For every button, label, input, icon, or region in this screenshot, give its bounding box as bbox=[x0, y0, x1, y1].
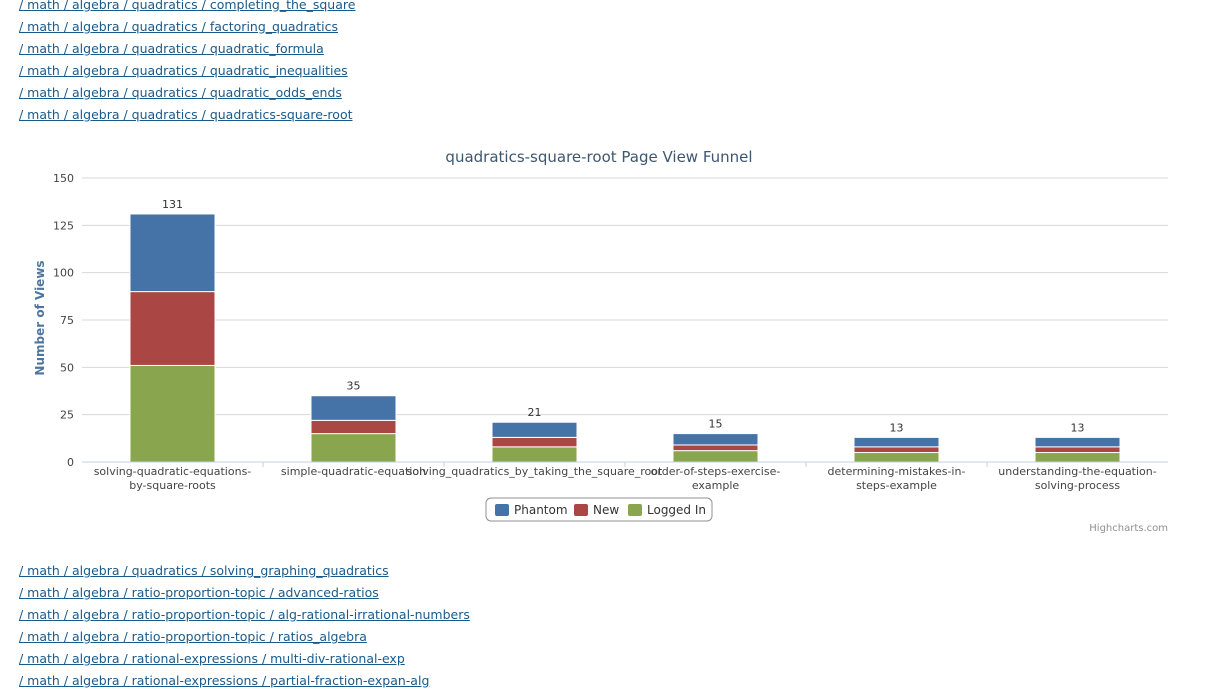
x-tick-label: solving-process bbox=[1035, 479, 1121, 492]
y-tick-label: 25 bbox=[60, 409, 74, 422]
data-label: 13 bbox=[890, 421, 904, 434]
x-tick-label: solving-quadratic-equations- bbox=[94, 465, 252, 478]
y-tick-label: 125 bbox=[53, 219, 74, 232]
y-tick-label: 50 bbox=[60, 361, 74, 374]
topic-link[interactable]: / math / algebra / quadratics / factorin… bbox=[19, 19, 339, 34]
list-item: / math / algebra / quadratics / quadrati… bbox=[19, 60, 355, 82]
bar-segment-new[interactable] bbox=[310, 419, 397, 435]
bar-segment-new[interactable] bbox=[672, 444, 759, 452]
topic-link[interactable]: / math / algebra / ratio-proportion-topi… bbox=[19, 585, 379, 600]
bar-stacks: 131 35 21 15 13 13 bbox=[129, 198, 1121, 463]
data-label: 15 bbox=[709, 418, 723, 431]
list-item: / math / algebra / quadratics / factorin… bbox=[19, 16, 355, 38]
y-axis-ticks: 0 25 50 75 100 125 150 bbox=[53, 172, 74, 469]
chart-credit[interactable]: Highcharts.com bbox=[1089, 523, 1168, 534]
legend-box bbox=[485, 497, 713, 522]
x-axis: solving-quadratic-equations-by-square-ro… bbox=[82, 461, 1168, 492]
legend-label: Logged In bbox=[647, 503, 706, 517]
topic-link[interactable]: / math / algebra / rational-expressions … bbox=[19, 651, 405, 666]
list-item: / math / algebra / quadratics / quadrati… bbox=[19, 38, 355, 60]
bar-segment-phantom[interactable] bbox=[491, 421, 578, 438]
legend-label: Phantom bbox=[514, 503, 568, 517]
bar-segment-new[interactable] bbox=[491, 436, 578, 448]
topic-link[interactable]: / math / algebra / quadratics / solving_… bbox=[19, 563, 389, 578]
bar-segment-logged-in[interactable] bbox=[129, 364, 216, 463]
list-item: / math / algebra / rational-expressions … bbox=[19, 670, 470, 692]
list-item: / math / algebra / rational-expressions … bbox=[19, 648, 470, 670]
list-item: / math / algebra / ratio-proportion-topi… bbox=[19, 626, 470, 648]
topic-link[interactable]: / math / algebra / ratio-proportion-topi… bbox=[19, 607, 470, 622]
list-item: / math / algebra / quadratics / completi… bbox=[19, 0, 355, 16]
topic-link[interactable]: / math / algebra / ratio-proportion-topi… bbox=[19, 629, 367, 644]
topic-link[interactable]: / math / algebra / quadratics / completi… bbox=[19, 0, 356, 12]
bar-segment-phantom[interactable] bbox=[310, 395, 397, 421]
bar-segment-logged-in[interactable] bbox=[853, 452, 940, 463]
y-tick-label: 150 bbox=[53, 172, 74, 185]
bar-segment-phantom[interactable] bbox=[1034, 436, 1121, 448]
x-tick-label: example bbox=[692, 479, 740, 492]
top-link-list: / math / algebra / quadratics / completi… bbox=[19, 0, 355, 126]
y-axis-label: Number of Views bbox=[33, 260, 47, 375]
list-item: / math / algebra / quadratics / solving_… bbox=[19, 560, 470, 582]
bar-segment-logged-in[interactable] bbox=[672, 450, 759, 463]
x-tick-label: solving_quadratics_by_taking_the_square_… bbox=[407, 465, 663, 478]
topic-link[interactable]: / math / algebra / quadratics / quadrati… bbox=[19, 41, 324, 56]
bar-segment-new[interactable] bbox=[129, 291, 216, 366]
y-tick-label: 100 bbox=[53, 267, 74, 280]
topic-link[interactable]: / math / algebra / quadratics / quadrati… bbox=[19, 63, 348, 78]
bar-segment-phantom[interactable] bbox=[672, 433, 759, 446]
legend-swatch bbox=[574, 504, 588, 516]
list-item: / math / algebra / quadratics / quadrati… bbox=[19, 82, 355, 104]
x-tick-label: understanding-the-equation- bbox=[998, 465, 1156, 478]
list-item: / math / algebra / quadratics / quadrati… bbox=[19, 104, 355, 126]
data-label: 21 bbox=[528, 406, 542, 419]
list-item: / math / algebra / ratio-proportion-topi… bbox=[19, 582, 470, 604]
legend-item-new[interactable]: New bbox=[574, 503, 619, 517]
bar-segment-phantom[interactable] bbox=[853, 436, 940, 448]
page-view-funnel-chart: quadratics-square-root Page View Funnel … bbox=[0, 140, 1209, 540]
x-tick-label: determining-mistakes-in- bbox=[828, 465, 966, 478]
legend-swatch bbox=[495, 504, 509, 516]
legend-item-logged-in[interactable]: Logged In bbox=[628, 503, 706, 517]
bar-segment-logged-in[interactable] bbox=[310, 433, 397, 463]
bar-segment-new[interactable] bbox=[853, 446, 940, 454]
data-label: 13 bbox=[1071, 421, 1085, 434]
chart-canvas: quadratics-square-root Page View Funnel … bbox=[33, 148, 1168, 534]
topic-link[interactable]: / math / algebra / quadratics / quadrati… bbox=[19, 85, 342, 100]
grid-lines bbox=[82, 177, 1168, 463]
legend-label: New bbox=[593, 503, 619, 517]
chart-title: quadratics-square-root Page View Funnel bbox=[445, 148, 752, 166]
x-tick-label: order-of-steps-exercise- bbox=[651, 465, 781, 478]
legend: Phantom New Logged In bbox=[485, 497, 713, 522]
y-tick-label: 0 bbox=[67, 456, 74, 469]
bottom-link-list: / math / algebra / quadratics / solving_… bbox=[19, 560, 470, 692]
legend-swatch bbox=[628, 504, 642, 516]
y-tick-label: 75 bbox=[60, 314, 74, 327]
list-item: / math / algebra / ratio-proportion-topi… bbox=[19, 604, 470, 626]
x-tick-label: by-square-roots bbox=[129, 479, 216, 492]
legend-item-phantom[interactable]: Phantom bbox=[495, 503, 568, 517]
x-tick-label: steps-example bbox=[856, 479, 937, 492]
bar-segment-phantom[interactable] bbox=[129, 213, 216, 293]
bar-segment-logged-in[interactable] bbox=[491, 446, 578, 463]
bar-segment-new[interactable] bbox=[1034, 446, 1121, 454]
data-label: 131 bbox=[162, 198, 183, 211]
x-tick-label: simple-quadratic-equation bbox=[281, 465, 426, 478]
bar-segment-logged-in[interactable] bbox=[1034, 452, 1121, 463]
topic-link[interactable]: / math / algebra / quadratics / quadrati… bbox=[19, 107, 353, 122]
data-label: 35 bbox=[347, 380, 361, 393]
